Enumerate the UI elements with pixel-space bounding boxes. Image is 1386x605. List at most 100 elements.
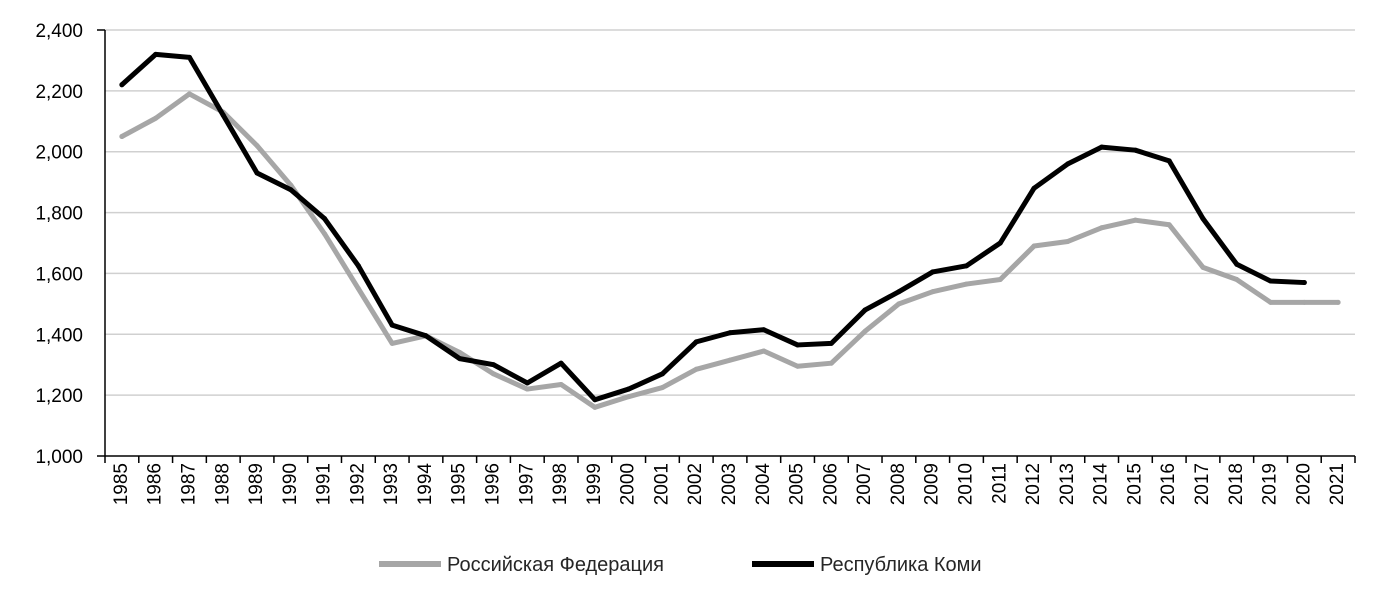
x-tick-label: 1986 <box>145 463 166 505</box>
gridlines <box>105 29 1355 396</box>
data-point-series-0 <box>963 281 969 287</box>
x-tick-label: 2013 <box>1057 463 1078 505</box>
data-point-series-1 <box>862 307 868 313</box>
data-point-series-0 <box>997 277 1003 283</box>
x-tick-label: 2014 <box>1091 463 1112 506</box>
data-point-series-1 <box>727 330 733 336</box>
data-point-series-1 <box>558 360 564 366</box>
x-tick-label: 2009 <box>922 463 943 505</box>
x-tick-label: 2018 <box>1226 463 1247 505</box>
x-tick-label: 2012 <box>1023 463 1044 505</box>
data-point-series-0 <box>1132 217 1138 223</box>
data-point-series-0 <box>558 381 564 387</box>
x-tick-label: 2004 <box>753 463 774 506</box>
data-point-series-1 <box>963 263 969 269</box>
y-axis-ticks: 1,000 1,200 1,400 1,600 1,800 2,000 2,200 2,400 <box>35 21 83 468</box>
data-point-series-1 <box>524 380 530 386</box>
data-point-series-1 <box>220 112 226 118</box>
data-point-series-1 <box>1031 185 1037 191</box>
x-tick-label: 2015 <box>1124 463 1145 505</box>
data-point-series-0 <box>1065 238 1071 244</box>
y-tick-label: 2,200 <box>35 82 83 103</box>
x-tick-label: 2017 <box>1192 463 1213 505</box>
x-tick-label: 1996 <box>483 463 504 505</box>
y-tick-label: 2,400 <box>35 21 83 42</box>
data-point-series-1 <box>1301 280 1307 286</box>
data-point-series-1 <box>457 356 463 362</box>
y-tick-label: 1,200 <box>35 386 83 407</box>
data-point-series-1 <box>930 269 936 275</box>
series-lines <box>119 51 1341 410</box>
data-point-series-1 <box>322 216 328 222</box>
x-axis-ticks: 1985 1986 1987 1988 1989 1990 1991 1992 1993 1994… <box>111 463 1348 506</box>
data-point-series-0 <box>322 231 328 237</box>
data-point-series-0 <box>1234 277 1240 283</box>
data-point-series-0 <box>659 385 665 391</box>
data-point-series-1 <box>896 289 902 295</box>
x-tick-label: 2003 <box>719 463 740 505</box>
legend: Российская Федерация Республика Коми <box>379 554 982 576</box>
data-point-series-1 <box>795 342 801 348</box>
x-tick-label: 2010 <box>956 463 977 505</box>
x-tick-label: 2021 <box>1327 463 1348 505</box>
axes <box>97 29 1356 463</box>
data-point-series-1 <box>1200 216 1206 222</box>
x-tick-label: 1999 <box>584 463 605 505</box>
data-point-series-0 <box>1099 225 1105 231</box>
data-point-series-1 <box>659 371 665 377</box>
legend-label-series-1: Республика Коми <box>820 554 982 576</box>
data-point-series-1 <box>1166 158 1172 164</box>
x-tick-label: 2005 <box>787 463 808 505</box>
data-point-series-1 <box>389 322 395 328</box>
y-tick-label: 1,800 <box>35 204 83 225</box>
x-tick-label: 1985 <box>111 463 132 505</box>
data-point-series-0 <box>186 91 192 97</box>
data-point-series-1 <box>1065 161 1071 167</box>
y-tick-label: 1,600 <box>35 264 83 285</box>
x-tick-label: 1997 <box>516 463 537 505</box>
x-tick-label: 1989 <box>246 463 267 505</box>
data-point-series-1 <box>1132 147 1138 153</box>
data-point-series-1 <box>626 386 632 392</box>
data-point-series-0 <box>896 301 902 307</box>
data-point-series-0 <box>727 357 733 363</box>
data-point-series-1 <box>119 82 125 88</box>
data-point-series-0 <box>491 371 497 377</box>
data-point-series-0 <box>862 328 868 334</box>
data-point-series-1 <box>186 54 192 60</box>
data-point-series-0 <box>1166 222 1172 228</box>
x-tick-label: 1990 <box>280 463 301 505</box>
data-point-series-0 <box>693 366 699 372</box>
series-line-1 <box>119 51 1307 403</box>
y-tick-label: 1,400 <box>35 325 83 346</box>
data-point-series-0 <box>119 134 125 139</box>
data-point-series-0 <box>254 143 260 149</box>
data-point-series-1 <box>1268 278 1274 284</box>
x-tick-label: 2008 <box>888 463 909 505</box>
x-tick-label: 2006 <box>820 463 841 505</box>
x-tick-label: 1994 <box>415 463 436 506</box>
x-tick-label: 2000 <box>618 463 639 505</box>
data-point-series-1 <box>997 240 1003 246</box>
data-point-series-1 <box>592 397 598 403</box>
data-point-series-0 <box>795 363 801 369</box>
data-point-series-0 <box>626 394 632 400</box>
x-tick-label: 1993 <box>381 463 402 505</box>
data-point-series-1 <box>1099 144 1105 150</box>
data-point-series-1 <box>693 339 699 345</box>
x-tick-label: 2020 <box>1293 463 1314 505</box>
x-tick-label: 2002 <box>685 463 706 505</box>
x-tick-label: 1987 <box>178 463 199 505</box>
data-point-series-0 <box>930 289 936 295</box>
data-point-series-0 <box>389 340 395 346</box>
legend-entry-series-1: Республика Коми <box>752 554 982 576</box>
data-point-series-0 <box>153 115 159 121</box>
data-point-series-1 <box>491 362 497 368</box>
legend-entry-series-0: Российская Федерация <box>379 554 664 576</box>
x-tick-label: 2011 <box>989 463 1010 504</box>
x-tick-label: 1991 <box>314 463 335 505</box>
data-point-series-1 <box>288 187 294 193</box>
data-point-series-0 <box>524 386 530 392</box>
data-point-series-1 <box>153 51 159 57</box>
